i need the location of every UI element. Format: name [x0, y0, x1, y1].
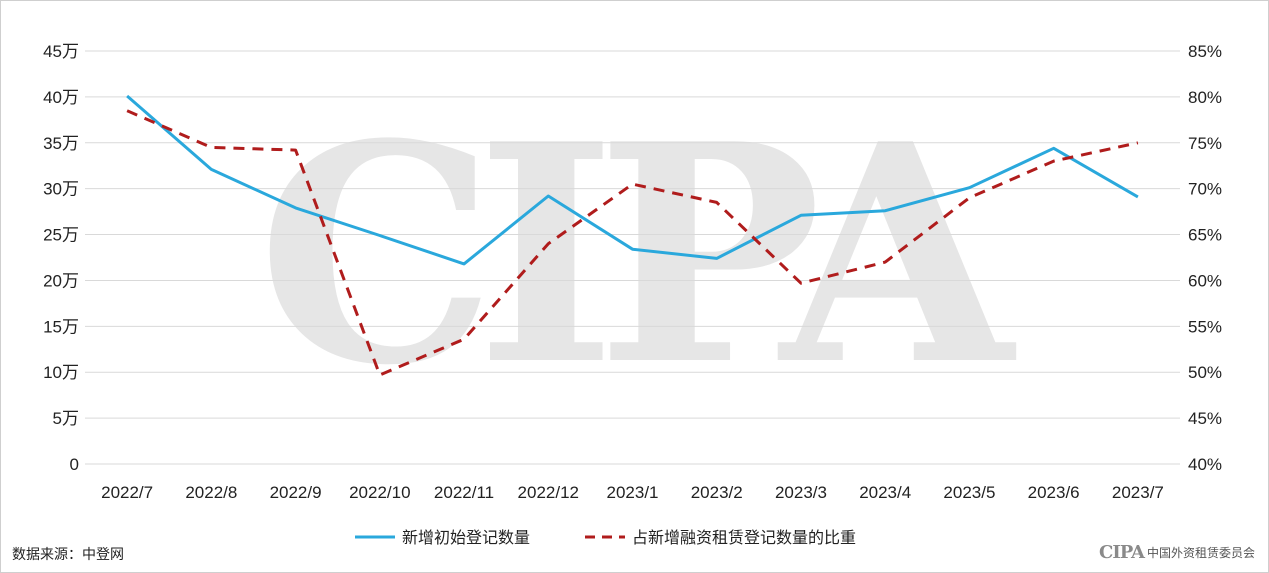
y-right-tick-label: 75% — [1188, 134, 1222, 153]
y-left-tick-label: 10万 — [43, 363, 79, 382]
x-tick-label: 2022/9 — [270, 483, 322, 502]
series-line-1 — [126, 94, 1139, 266]
y-left-tick-label: 35万 — [43, 134, 79, 153]
x-tick-label: 2023/4 — [859, 483, 911, 502]
y-left-tick-label: 5万 — [53, 409, 79, 428]
y-right-tick-label: 65% — [1188, 226, 1222, 245]
x-tick-label: 2022/11 — [434, 483, 494, 502]
x-tick-label: 2023/5 — [943, 483, 995, 502]
logo-text: 中国外资租赁委员会 — [1146, 546, 1255, 560]
x-tick-label: 2022/10 — [349, 483, 410, 502]
y-right-tick-label: 60% — [1188, 271, 1222, 290]
x-tick-label: 2023/6 — [1028, 483, 1080, 502]
y-left-tick-label: 0 — [70, 455, 79, 474]
x-tick-label: 2023/7 — [1112, 483, 1164, 502]
organization-logo: CIPA 中国外资租赁委员会 — [1099, 542, 1255, 563]
y-right-tick-label: 85% — [1188, 42, 1222, 61]
y-right-tick-label: 80% — [1188, 88, 1222, 107]
x-tick-label: 2023/1 — [607, 483, 659, 502]
x-tick-label: 2022/12 — [518, 483, 579, 502]
legend-label-series2: 占新增融资租赁登记数量的比重 — [632, 528, 856, 547]
series-lines — [126, 94, 1139, 377]
y-left-tick-label: 15万 — [43, 317, 79, 336]
y-left-tick-label: 25万 — [43, 226, 79, 245]
series-line-2 — [126, 109, 1139, 377]
y-right-tick-label: 70% — [1188, 180, 1222, 199]
y-axis-right: 40% 45% 50% 55% 60% 65% 70% 75% 80% 85% — [1188, 42, 1222, 474]
y-axis-left: 0 5万 10万 15万 20万 25万 30万 35万 40万 45万 — [43, 42, 79, 474]
y-right-tick-label: 45% — [1188, 409, 1222, 428]
x-tick-label: 2023/3 — [775, 483, 827, 502]
x-axis: 2022/7 2022/8 2022/9 2022/10 2022/11 2022/12 2… — [101, 483, 1164, 502]
logo-mark: CIPA — [1099, 542, 1145, 563]
x-tick-label: 2023/2 — [691, 483, 743, 502]
x-tick-label: 2022/7 — [101, 483, 153, 502]
y-right-tick-label: 55% — [1188, 317, 1222, 336]
y-right-tick-label: 50% — [1188, 363, 1222, 382]
x-tick-label: 2022/8 — [185, 483, 237, 502]
y-left-tick-label: 30万 — [43, 180, 79, 199]
y-left-tick-label: 20万 — [43, 271, 79, 290]
data-source: 数据来源：中登网 — [12, 547, 124, 563]
gridlines — [85, 50, 1180, 465]
y-left-tick-label: 45万 — [43, 42, 79, 61]
watermark: CIPA — [257, 78, 1019, 431]
legend-label-series1: 新增初始登记数量 — [402, 528, 530, 547]
y-left-tick-label: 40万 — [43, 88, 79, 107]
y-right-tick-label: 40% — [1188, 455, 1222, 474]
legend: 新增初始登记数量 占新增融资租赁登记数量的比重 — [355, 528, 856, 547]
